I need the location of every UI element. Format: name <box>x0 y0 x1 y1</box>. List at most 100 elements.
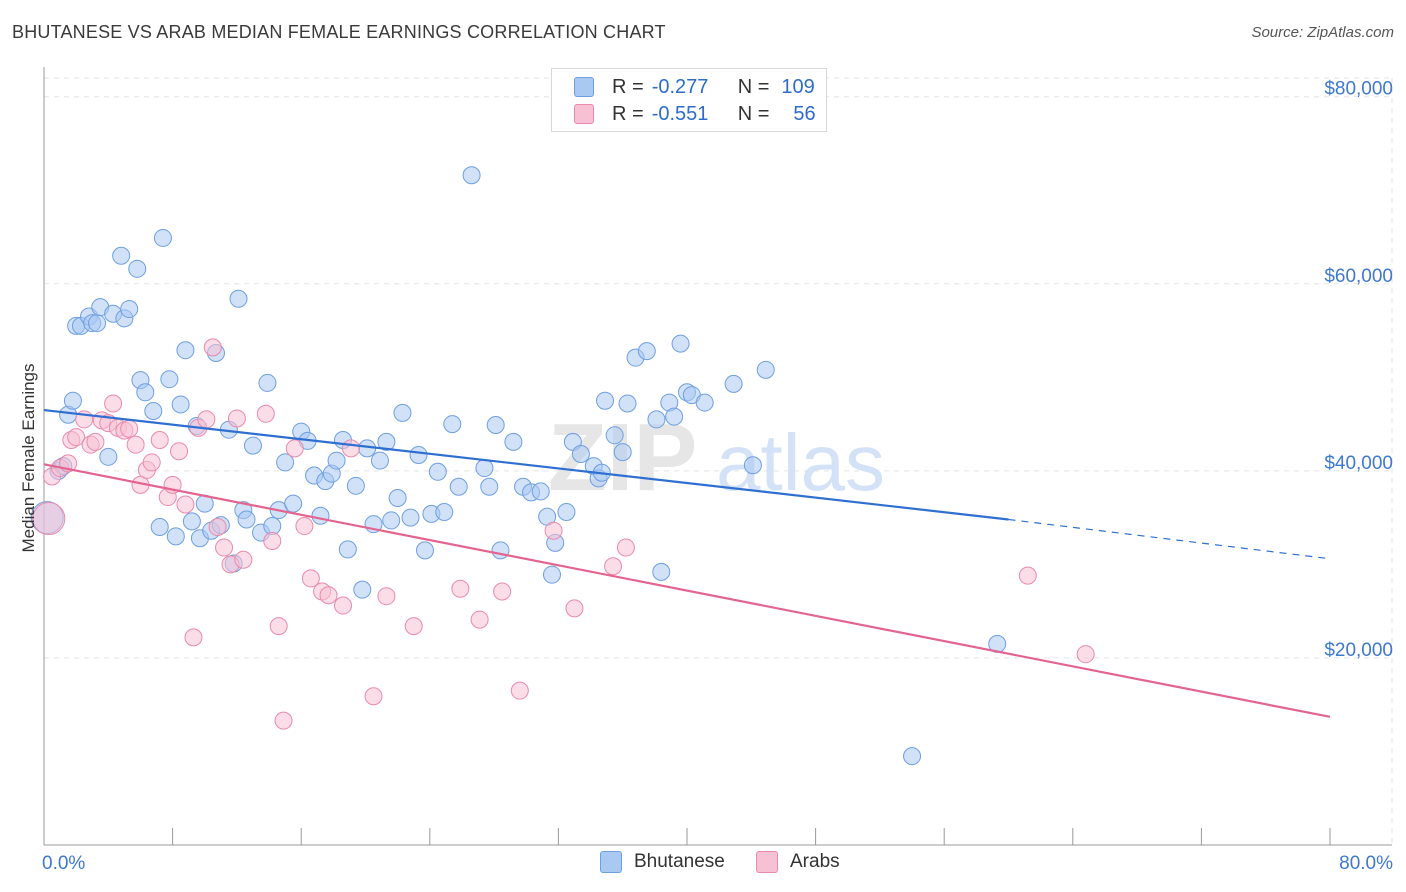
bhutanese-point <box>353 580 372 599</box>
bottom-legend-bhutanese: Bhutanese <box>600 851 725 873</box>
bhutanese-point <box>571 445 590 464</box>
arabs-trend-line <box>43 463 1331 718</box>
arabs-point <box>285 439 304 458</box>
arabs-point <box>120 419 139 438</box>
bhutanese-point <box>112 246 131 265</box>
arabs-point <box>234 550 253 569</box>
arabs-point <box>510 681 529 700</box>
legend-r-value: -0.277 <box>651 75 709 98</box>
bhutanese-point <box>637 342 656 361</box>
bhutanese-point <box>370 451 389 470</box>
bhutanese-point <box>160 370 179 389</box>
bhutanese-point <box>136 383 155 402</box>
arabs-point <box>67 428 86 447</box>
bhutanese-point <box>382 511 401 530</box>
legend-n-label: N = <box>737 75 770 98</box>
bhutanese-point <box>475 459 494 478</box>
bhutanese-point <box>153 228 172 247</box>
trend-lines <box>43 408 1331 718</box>
y-tick-label: $20,000 <box>1324 640 1393 661</box>
bhutanese-point <box>401 508 420 527</box>
arabs-point <box>451 579 470 598</box>
bhutanese-trend-extension <box>1008 518 1331 560</box>
bhutanese-point <box>237 510 256 529</box>
legend-row-bhutanese: R = -0.277 N = 109 <box>574 75 815 99</box>
bhutanese-point <box>743 456 762 475</box>
arabs-point <box>1018 566 1037 585</box>
legend-n-value: 109 <box>781 75 815 98</box>
bhutanese-point <box>166 527 185 546</box>
bhutanese-point <box>443 415 462 434</box>
bhutanese-point <box>695 393 714 412</box>
legend-n-label: N = <box>737 102 770 125</box>
arabs-point <box>215 538 234 557</box>
grid-lines <box>44 77 1393 845</box>
arabs-point <box>274 711 293 730</box>
bhutanese-point <box>258 373 277 392</box>
bhutanese-point <box>171 395 190 414</box>
legend-r-value: -0.551 <box>651 102 709 125</box>
bhutanese-point <box>618 394 637 413</box>
source-label: Source: ZipAtlas.com <box>1251 24 1394 41</box>
bhutanese-point <box>346 476 365 495</box>
y-axis-label: Median Female Earnings <box>19 364 38 553</box>
arabs-point <box>142 453 161 472</box>
bhutanese-point <box>596 391 615 410</box>
x-tick-label-max: 80.0% <box>1339 853 1393 874</box>
bhutanese-point <box>120 300 139 319</box>
bhutanese-point <box>327 451 346 470</box>
bhutanese-point <box>415 541 434 560</box>
arabs-point <box>203 338 222 357</box>
legend-r-label: R = <box>612 75 644 98</box>
arabs-legend-label: Arabs <box>790 851 840 872</box>
bhutanese-point <box>377 432 396 451</box>
y-tick-label: $80,000 <box>1324 79 1393 100</box>
bhutanese-legend-swatch <box>600 851 622 873</box>
bhutanese-point <box>276 453 295 472</box>
bhutanese-point <box>393 403 412 422</box>
arabs-point <box>256 404 275 423</box>
arabs-point <box>263 532 282 551</box>
bhutanese-point <box>243 436 262 455</box>
bhutanese-point <box>99 447 118 466</box>
arabs-point <box>565 599 584 618</box>
bhutanese-point <box>388 488 407 507</box>
bhutanese-point <box>263 517 282 536</box>
arabs-point <box>176 495 195 514</box>
bhutanese-point <box>182 512 201 531</box>
bhutanese-point <box>903 747 922 766</box>
bhutanese-point <box>144 401 163 420</box>
arabs-point <box>208 517 227 536</box>
arabs-point <box>126 435 145 454</box>
tick-labels: $20,000 $40,000 $60,000 $80,000 0.0% 80.0% <box>42 79 1393 874</box>
arabs-point <box>1076 645 1095 664</box>
axes <box>43 67 1392 846</box>
bhutanese-point <box>652 562 671 581</box>
bhutanese-point <box>462 166 481 185</box>
arabs-point <box>184 628 203 647</box>
bhutanese-swatch <box>574 77 594 97</box>
bhutanese-point <box>480 477 499 496</box>
y-tick-label: $40,000 <box>1324 453 1393 474</box>
bhutanese-point <box>284 494 303 513</box>
bhutanese-point <box>449 477 468 496</box>
arabs-point <box>86 432 105 451</box>
correlation-legend: R = -0.277 N = 109 R = -0.551 N = 56 <box>551 68 827 132</box>
bhutanese-point <box>557 503 576 522</box>
data-points <box>30 166 1095 766</box>
legend-n-value: 56 <box>793 102 816 125</box>
arabs-point <box>269 617 288 636</box>
arabs-point <box>604 557 623 576</box>
bhutanese-point <box>531 482 550 501</box>
bhutanese-point <box>428 462 447 481</box>
arabs-legend-swatch <box>756 851 778 873</box>
bhutanese-point <box>409 445 428 464</box>
bhutanese-point <box>63 391 82 410</box>
bhutanese-point <box>229 289 248 308</box>
arabs-point <box>333 596 352 615</box>
bhutanese-point <box>486 416 505 435</box>
arabs-point <box>404 617 423 636</box>
arabs-point <box>493 582 512 601</box>
bhutanese-trend-line <box>43 408 1009 521</box>
